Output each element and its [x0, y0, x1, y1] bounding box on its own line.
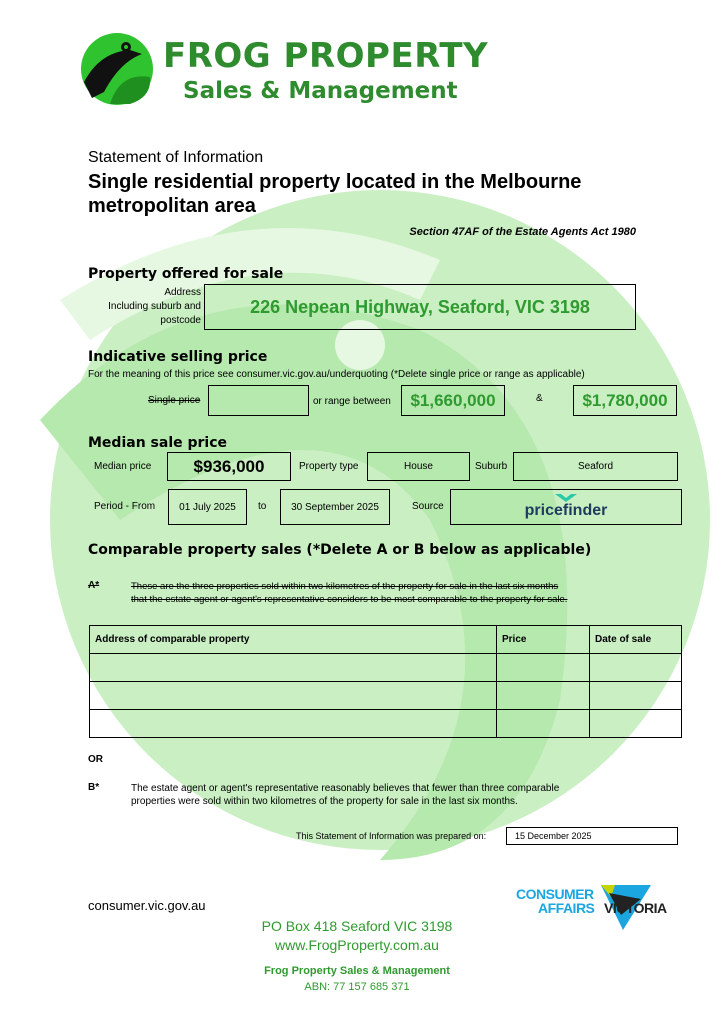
table-row [89, 709, 682, 738]
table-cell[interactable] [89, 653, 497, 682]
table-cell[interactable] [496, 709, 590, 738]
period-from-field[interactable]: 01 July 2025 [168, 489, 247, 525]
median-price-value: $936,000 [193, 456, 265, 476]
or-separator: OR [88, 754, 103, 765]
title-line: metropolitan area [88, 195, 256, 217]
address-value: 226 Nepean Highway, Seaford, VIC 3198 [250, 296, 590, 317]
text-line: properties were sold within two kilometr… [131, 796, 518, 807]
suburb-field[interactable]: Seaford [513, 452, 678, 481]
suburb-label: Suburb [475, 461, 508, 472]
period-to-label: to [258, 501, 267, 512]
property-type-value: House [404, 461, 433, 472]
single-price-label: Single price [148, 395, 201, 406]
range-high-value: $1,780,000 [582, 390, 668, 410]
property-type-label: Property type [299, 461, 359, 472]
doc-title: Single residential property located in t… [88, 170, 581, 218]
option-b-marker: B* [88, 782, 100, 793]
column-header: Date of sale [589, 625, 682, 654]
table-cell[interactable] [89, 681, 497, 710]
range-low-value: $1,660,000 [410, 390, 496, 410]
cav-line: CONSUMER [516, 886, 594, 902]
doc-kicker: Statement of Information [88, 149, 264, 166]
median-price-field[interactable]: $936,000 [167, 452, 291, 481]
footer-po-box: PO Box 418 Seaford VIC 3198 [261, 918, 453, 934]
table-row [89, 653, 682, 682]
footer-website[interactable]: www.FrogProperty.com.au [275, 937, 439, 953]
act-reference: Section 47AF of the Estate Agents Act 19… [409, 226, 636, 238]
label-line: Including suburb and [108, 301, 201, 312]
cav-logo: CONSUMER AFFAIRS VICTORIA [516, 885, 681, 930]
table-cell[interactable] [589, 681, 682, 710]
source-field[interactable]: pricefinder [450, 489, 682, 525]
address-field[interactable]: 226 Nepean Highway, Seaford, VIC 3198 [204, 284, 636, 330]
period-from-label: Period - From [94, 501, 156, 512]
text-line: These are the three properties sold with… [131, 581, 559, 592]
range-high-field[interactable]: $1,780,000 [573, 385, 677, 416]
prepared-date-value: 15 December 2025 [515, 831, 592, 841]
title-line: Single residential property located in t… [88, 171, 582, 193]
range-low-field[interactable]: $1,660,000 [401, 385, 505, 416]
cav-line: AFFAIRS [538, 900, 595, 916]
table-cell[interactable] [589, 653, 682, 682]
text-line: that the estate agent or agent's represe… [131, 594, 568, 605]
pricefinder-logo-icon [555, 494, 577, 502]
label-line: postcode [160, 315, 201, 326]
prepared-date-field[interactable]: 15 December 2025 [506, 827, 678, 845]
brand-name: FROG PROPERTY [163, 36, 489, 76]
consumer-site: consumer.vic.gov.au [88, 898, 206, 913]
median-heading: Median sale price [88, 435, 228, 451]
label-line: Address [164, 287, 201, 298]
single-price-field[interactable] [208, 385, 309, 416]
period-from-value: 01 July 2025 [179, 501, 236, 513]
option-a-marker: A* [88, 580, 100, 591]
indicative-note: For the meaning of this price see consum… [88, 369, 585, 380]
comparable-heading: Comparable property sales (*Delete A or … [88, 542, 592, 558]
property-heading: Property offered for sale [88, 266, 284, 282]
period-to-field[interactable]: 30 September 2025 [280, 489, 390, 525]
victoria-triangle-icon [601, 885, 651, 930]
brand-tagline: Sales & Management [183, 78, 458, 104]
table-cell[interactable] [496, 681, 590, 710]
option-b-text: The estate agent or agent's representati… [131, 782, 559, 808]
frog-logo-icon [81, 33, 153, 105]
property-type-field[interactable]: House [367, 452, 470, 481]
range-label: or range between [313, 396, 391, 407]
median-price-label: Median price [94, 461, 152, 472]
range-and: & [536, 393, 543, 404]
footer-abn: ABN: 77 157 685 371 [304, 981, 410, 993]
suburb-value: Seaford [577, 461, 614, 472]
column-header: Price [496, 625, 590, 654]
footer-company: Frog Property Sales & Management [264, 965, 450, 977]
table-cell[interactable] [496, 653, 590, 682]
column-header: Address of comparable property [89, 625, 497, 654]
table-row [89, 681, 682, 710]
text-line: The estate agent or agent's representati… [131, 783, 560, 794]
table-header: Address of comparable property Price Dat… [89, 625, 682, 654]
table-cell[interactable] [89, 709, 497, 738]
cav-line: VICTORIA [604, 900, 667, 916]
source-value: pricefinder [524, 502, 608, 519]
indicative-heading: Indicative selling price [88, 349, 268, 365]
table-cell[interactable] [589, 709, 682, 738]
prepared-label: This Statement of Information was prepar… [296, 831, 487, 841]
option-a-text: These are the three properties sold with… [131, 580, 567, 606]
period-to-value: 30 September 2025 [291, 501, 379, 513]
source-label: Source [412, 501, 444, 512]
comparable-table: Address of comparable property Price Dat… [89, 625, 682, 738]
address-label: Address Including suburb and postcode [90, 286, 201, 328]
